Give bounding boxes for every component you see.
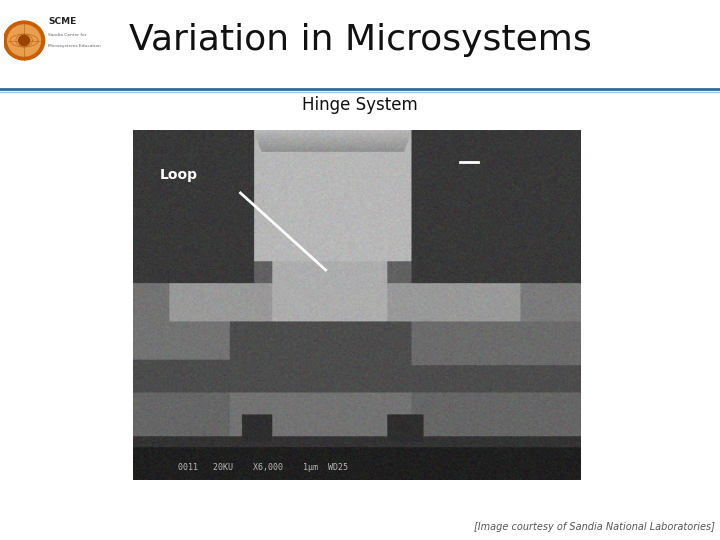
Circle shape: [4, 21, 45, 60]
Text: Sandia Center for: Sandia Center for: [48, 33, 86, 37]
Text: Microsystems Education: Microsystems Education: [48, 44, 101, 48]
Circle shape: [8, 25, 40, 56]
Circle shape: [19, 35, 30, 46]
Text: Variation in Microsystems: Variation in Microsystems: [129, 23, 591, 57]
Text: [Image courtesy of Sandia National Laboratories]: [Image courtesy of Sandia National Labor…: [474, 522, 715, 532]
Text: 0011   20KU    X6,000    1μm  WD25: 0011 20KU X6,000 1μm WD25: [178, 462, 348, 471]
Text: Hinge System: Hinge System: [302, 96, 418, 114]
Text: SCME: SCME: [48, 17, 76, 25]
Text: Loop: Loop: [160, 168, 198, 182]
